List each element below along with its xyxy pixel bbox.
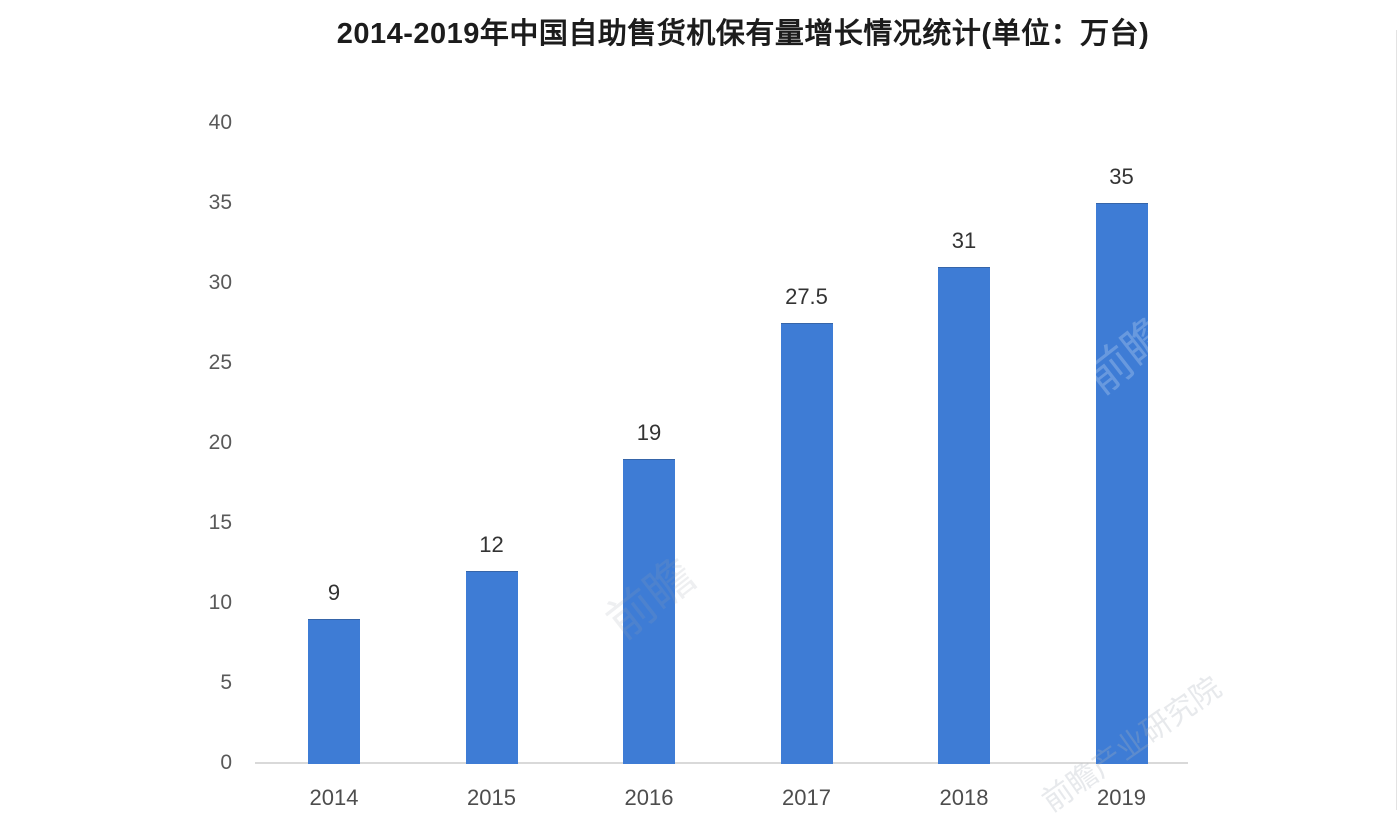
y-tick-label: 10 xyxy=(208,591,232,614)
x-axis-line xyxy=(255,762,1188,764)
bar xyxy=(780,323,833,764)
x-tick-label: 2017 xyxy=(782,785,831,810)
y-tick-label: 40 xyxy=(208,111,232,134)
y-tick-label: 5 xyxy=(220,671,232,694)
x-tick-label: 2019 xyxy=(1097,785,1146,810)
y-tick-label: 0 xyxy=(220,751,232,774)
chart-title: 2014-2019年中国自助售货机保有量增长情况统计(单位：万台) xyxy=(336,18,1150,50)
bar-value-label: 12 xyxy=(479,532,504,557)
x-tick-label: 2015 xyxy=(467,785,516,810)
y-tick-label: 20 xyxy=(208,431,232,454)
x-tick-label: 2018 xyxy=(939,785,989,810)
bar xyxy=(1095,203,1148,764)
bar xyxy=(938,267,990,764)
y-tick-label: 25 xyxy=(208,351,232,374)
y-tick-label: 15 xyxy=(208,511,232,534)
y-tick-label: 35 xyxy=(208,191,232,214)
bar xyxy=(465,571,518,764)
image-edge-artifact xyxy=(1396,30,1397,810)
bar xyxy=(623,459,675,764)
bar-value-label: 27.5 xyxy=(785,284,828,309)
x-tick-label: 2014 xyxy=(309,785,359,810)
x-tick-label: 2016 xyxy=(624,785,674,810)
bar xyxy=(308,619,360,764)
bar-value-label: 31 xyxy=(951,228,977,253)
bar-value-label: 19 xyxy=(636,420,662,445)
bar-value-label: 35 xyxy=(1109,164,1134,189)
bar-value-label: 9 xyxy=(327,580,341,605)
y-tick-label: 30 xyxy=(208,271,232,294)
